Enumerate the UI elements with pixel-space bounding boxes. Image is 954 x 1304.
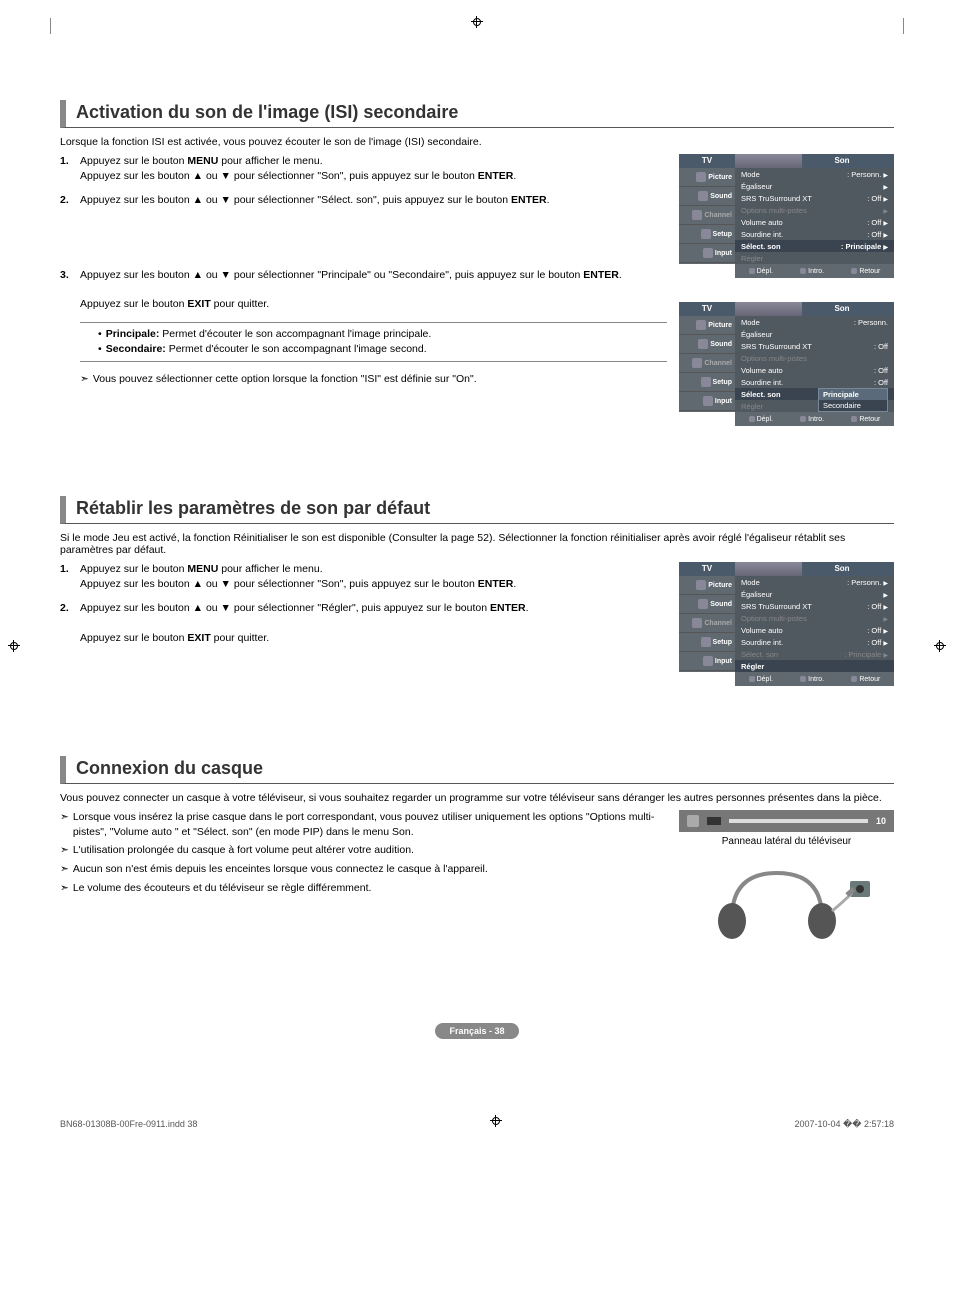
note-block: •Principale: Permet d'écouter le son acc… [80, 322, 667, 361]
doc-timestamp: 2007-10-04 �� 2:57:18 [794, 1119, 894, 1133]
step: 3.Appuyez sur les bouton ▲ ou ▼ pour sél… [60, 268, 667, 312]
doc-file: BN68-01308B-00Fre-0911.indd 38 [60, 1119, 197, 1133]
arrow-note: ➣Vous pouvez sélectionner cette option l… [80, 368, 667, 387]
headphone-panel: 10 Panneau latéral du téléviseur [679, 810, 894, 943]
section-title: Connexion du casque [60, 756, 894, 784]
section-intro: Vous pouvez connecter un casque à votre … [60, 792, 894, 804]
section-intro: Lorsque la fonction ISI est activée, vou… [60, 136, 894, 148]
headphone-illustration [702, 853, 872, 943]
section-activation-isi: Activation du son de l'image (ISI) secon… [60, 100, 894, 436]
page-footer: Français - 38 [60, 1023, 894, 1039]
arrow-note: ➣Aucun son n'est émis depuis les enceint… [60, 862, 667, 877]
section-casque: Connexion du casque Vous pouvez connecte… [60, 756, 894, 943]
osd-menu: TV Son PictureSoundChannelSetupInput Mod… [679, 302, 894, 426]
osd-menu: TV Son PictureSoundChannelSetupInput Mod… [679, 154, 894, 278]
reg-mark-right [934, 640, 946, 655]
headphone-icon [687, 815, 699, 827]
arrow-note: ➣Le volume des écouteurs et du téléviseu… [60, 881, 667, 896]
section-retablir: Rétablir les paramètres de son par défau… [60, 496, 894, 696]
section-title: Rétablir les paramètres de son par défau… [60, 496, 894, 524]
panel-caption: Panneau latéral du téléviseur [679, 836, 894, 847]
jack-icon [707, 817, 721, 825]
step: 1.Appuyez sur le bouton MENU pour affich… [60, 562, 667, 591]
page-badge: Français - 38 [435, 1023, 518, 1039]
arrow-note: ➣Lorsque vous insérez la prise casque da… [60, 810, 667, 839]
reg-mark-left [8, 640, 20, 655]
headphone-port: 10 [679, 810, 894, 832]
step: 2.Appuyez sur les bouton ▲ ou ▼ pour sél… [60, 193, 667, 208]
port-number: 10 [876, 816, 886, 826]
osd-menu: TV Son PictureSoundChannelSetupInput Mod… [679, 562, 894, 686]
step: 2.Appuyez sur les bouton ▲ ou ▼ pour sél… [60, 601, 667, 645]
section-intro: Si le mode Jeu est activé, la fonction R… [60, 532, 894, 556]
section-title: Activation du son de l'image (ISI) secon… [60, 100, 894, 128]
step: 1.Appuyez sur le bouton MENU pour affich… [60, 154, 667, 183]
doc-footer: BN68-01308B-00Fre-0911.indd 38 2007-10-0… [60, 1119, 894, 1133]
arrow-note: ➣L'utilisation prolongée du casque à for… [60, 843, 667, 858]
